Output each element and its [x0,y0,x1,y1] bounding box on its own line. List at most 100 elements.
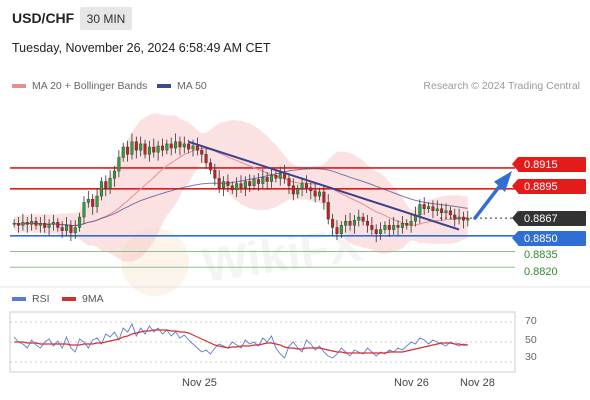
candle-59 [270,175,274,182]
candle-95 [427,206,431,209]
candle-85 [383,225,387,230]
candle-51 [235,183,239,191]
candle-11 [60,227,64,231]
candle-42 [195,145,199,151]
candle-100 [448,210,452,216]
candle-70 [318,191,322,197]
x-tick-nov26: Nov 26 [394,377,429,389]
candle-14 [73,227,77,233]
candle-47 [217,178,221,188]
rsi-series-9MA [14,329,468,354]
candle-56 [256,179,260,184]
candle-104 [466,217,470,221]
candle-57 [261,177,265,184]
candle-64 [291,185,295,195]
candle-28 [134,141,138,151]
candle-74 [335,227,339,234]
candle-99 [444,210,448,214]
candle-13 [69,225,73,233]
candle-44 [204,154,208,163]
candle-75 [339,225,343,234]
candle-39 [182,143,186,148]
candle-10 [56,222,60,228]
candle-9 [51,222,55,225]
candle-2 [21,222,25,226]
forecast-arrow-shaft [473,183,502,220]
level-support-3: 0.8820 [524,266,558,278]
candle-15 [78,216,82,228]
candle-18 [91,199,95,207]
candle-88 [396,225,400,228]
ma9-label: 9MA [82,293,104,305]
candle-82 [370,225,374,230]
trendline [188,140,460,231]
candle-103 [461,216,465,221]
candle-30 [143,143,147,155]
level-support-2: 0.8835 [524,249,558,261]
watermark: WikiFX [121,218,365,296]
x-tick-nov28: Nov 28 [460,377,495,389]
ma50-swatch [157,84,171,88]
candle-72 [326,202,330,220]
candle-41 [191,145,195,150]
candle-96 [431,206,435,211]
chart-header: USD/CHF 30 MIN [0,0,590,38]
candle-83 [374,229,378,234]
candle-31 [147,146,151,155]
ma9-swatch [62,297,76,301]
candle-45 [208,162,212,171]
candle-48 [222,181,226,188]
candle-50 [230,185,234,191]
candle-37 [174,141,178,149]
candle-89 [400,223,404,228]
candle-71 [322,191,326,203]
rsi-tick-70: 70 [525,315,537,327]
candle-97 [435,208,439,211]
rsi-tick-30: 30 [525,351,537,363]
candle-35 [165,143,169,151]
candle-52 [239,183,243,188]
candle-22 [108,178,112,190]
candle-17 [86,199,90,203]
candle-1 [17,223,21,226]
candle-5 [34,221,38,226]
level-resistance-2: 0.8895 [512,179,586,194]
candle-65 [296,188,300,195]
candle-36 [169,143,173,149]
candle-40 [187,143,191,150]
candle-63 [287,178,291,186]
candle-29 [139,143,143,151]
rsi-swatch [12,297,26,301]
forecast-arrow-head [494,171,512,192]
candle-7 [43,223,47,228]
candle-81 [365,221,370,226]
candle-90 [405,223,409,226]
candle-25 [121,146,125,158]
timeframe-badge[interactable]: 30 MIN [80,7,132,30]
candle-32 [152,146,156,153]
copyright-text: Research © 2024 Trading Central [423,80,580,92]
candle-26 [126,146,130,155]
candle-77 [348,221,352,226]
candle-87 [392,225,396,230]
candle-60 [274,175,278,179]
candle-21 [104,181,108,190]
rsi-series-RSI [13,322,468,359]
candle-68 [309,187,313,192]
candle-0 [12,223,16,225]
legend-9ma: 9MA [62,293,104,305]
candle-73 [331,218,335,228]
candle-33 [156,145,160,153]
candle-98 [440,208,444,214]
rsi-tick-50: 50 [525,334,537,346]
candle-61 [278,172,282,179]
candle-76 [344,221,348,226]
legend-ma20: MA 20 + Bollinger Bands [12,80,147,92]
candle-91 [409,221,413,226]
symbol-title: USD/CHF [12,10,75,26]
candle-49 [226,181,230,186]
ma50-label: MA 50 [177,80,207,92]
legend-ma50: MA 50 [157,80,207,92]
candle-94 [422,204,426,209]
